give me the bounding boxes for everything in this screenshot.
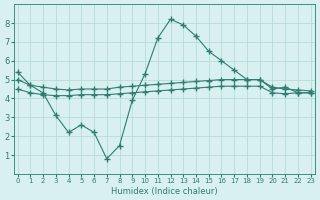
X-axis label: Humidex (Indice chaleur): Humidex (Indice chaleur) xyxy=(111,187,218,196)
